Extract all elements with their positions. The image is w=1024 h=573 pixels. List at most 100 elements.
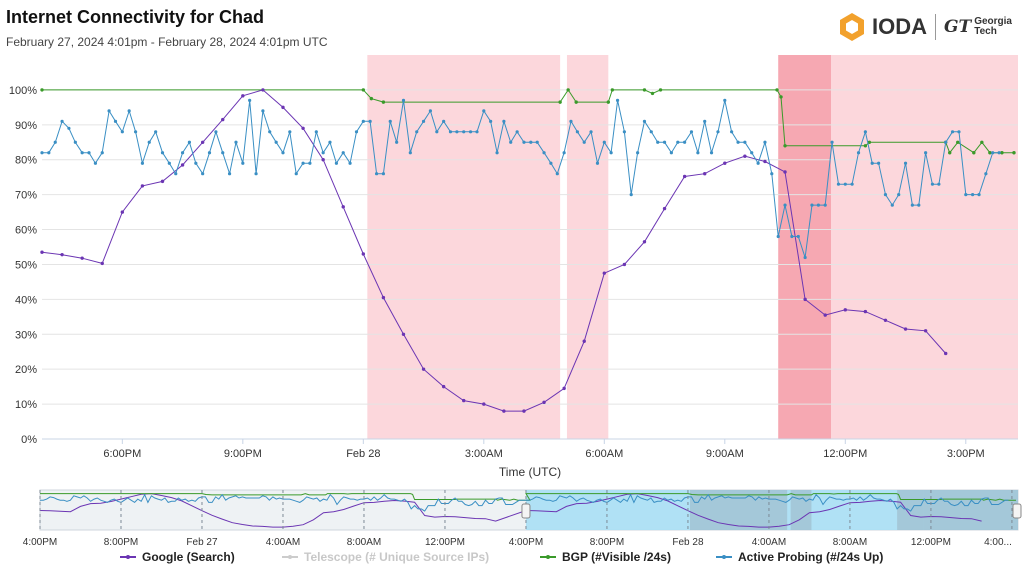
navigator-series-google	[39, 493, 982, 528]
data-point-active_probing	[877, 161, 881, 165]
data-point-active_probing	[716, 130, 720, 134]
data-point-active_probing	[120, 130, 124, 134]
data-point-active_probing	[549, 161, 553, 165]
data-point-active_probing	[421, 119, 426, 123]
data-point-google	[462, 398, 466, 403]
legend-item-active-probing[interactable]: Active Probing (#/24s Up)	[716, 550, 883, 564]
data-point-google	[241, 94, 245, 98]
data-point-google	[783, 170, 787, 174]
data-point-active_probing	[589, 130, 593, 134]
y-tick-label: 50%	[15, 259, 37, 271]
data-point-google	[703, 171, 707, 176]
ioda-logo-text: IODA	[872, 14, 928, 39]
data-point-google	[923, 329, 928, 333]
data-point-google	[562, 386, 566, 391]
legend-label-bgp: BGP (#Visible /24s)	[562, 550, 671, 564]
data-point-active_probing	[709, 151, 714, 155]
data-point-active_probing	[167, 161, 171, 165]
data-point-active_probing	[227, 172, 232, 176]
grid-lines: 0% 10% 20% 30% 40% 50% 60% 70% 80% 90% 100% 6:00PM 9…	[9, 85, 1018, 460]
data-point-google	[301, 126, 305, 131]
data-point-active_probing	[374, 172, 379, 176]
legend-item-telescope[interactable]: Telescope (# Unique Source IPs)	[282, 550, 489, 564]
data-point-google	[743, 154, 747, 158]
data-point-active_probing	[736, 140, 740, 144]
data-point-bgp	[558, 100, 562, 104]
data-point-active_probing	[321, 151, 325, 155]
data-point-google	[381, 295, 386, 300]
data-point-google	[883, 318, 888, 323]
y-tick-label: 80%	[15, 155, 37, 167]
data-point-active_probing	[957, 130, 961, 134]
data-point-active_probing	[830, 140, 834, 144]
data-point-google	[944, 351, 948, 356]
x-tick-label: 9:00PM	[224, 448, 262, 460]
georgia-tech-line2: Tech	[974, 26, 997, 37]
data-point-active_probing	[971, 193, 975, 197]
navigator-handle-right[interactable]	[1012, 503, 1022, 519]
data-point-active_probing	[991, 151, 995, 155]
data-point-active_probing	[783, 203, 787, 207]
data-point-active_probing	[388, 119, 392, 123]
data-point-active_probing	[696, 151, 700, 155]
data-point-google	[502, 409, 506, 413]
legend-item-google[interactable]: Google (Search)	[120, 550, 235, 564]
data-point-active_probing	[314, 130, 318, 134]
data-point-bgp	[658, 88, 663, 92]
x-tick-label: Feb 28	[346, 448, 380, 460]
signals-chart[interactable]: 0% 10% 20% 30% 40% 50% 60% 70% 80% 90% 100% 6:00PM 9…	[0, 55, 1024, 485]
data-point-google	[140, 184, 145, 188]
data-point-active_probing	[609, 151, 613, 155]
navigator-handle-left[interactable]	[521, 503, 531, 519]
data-point-active_probing	[60, 119, 64, 123]
data-point-active_probing	[301, 161, 305, 165]
data-point-google	[863, 309, 868, 314]
navigator-tick-label: 12:00PM	[911, 537, 951, 548]
time-navigator[interactable]: 4:00PM 8:00PM Feb 27 4:00AM 8:00AM 12:00PM 4:0…	[0, 486, 1024, 548]
data-point-google	[522, 409, 526, 413]
data-point-active_probing	[683, 140, 687, 144]
data-point-active_probing	[870, 161, 874, 165]
data-point-active_probing	[723, 98, 727, 102]
y-tick-label: 20%	[15, 364, 37, 376]
data-point-active_probing	[883, 193, 888, 197]
data-point-active_probing	[455, 130, 459, 134]
data-point-active_probing	[40, 151, 44, 155]
data-point-active_probing	[288, 130, 292, 134]
outage-bands	[367, 55, 1018, 439]
data-point-google	[682, 174, 687, 179]
x-tick-label: 3:00AM	[465, 448, 503, 460]
data-point-google	[341, 205, 345, 209]
y-tick-label: 70%	[15, 190, 37, 202]
x-tick-label: 6:00PM	[103, 448, 141, 460]
data-point-active_probing	[595, 161, 600, 165]
data-point-active_probing	[133, 130, 138, 134]
data-point-active_probing	[850, 182, 854, 186]
legend-item-bgp[interactable]: BGP (#Visible /24s)	[540, 550, 671, 564]
data-point-google	[441, 384, 446, 389]
navigator-tick-label: 8:00PM	[104, 537, 138, 548]
data-point-active_probing	[214, 130, 218, 134]
georgia-tech-mark: GT	[944, 17, 972, 37]
data-point-active_probing	[763, 140, 767, 144]
data-point-active_probing	[897, 193, 901, 197]
data-point-active_probing	[308, 161, 312, 165]
data-point-active_probing	[160, 151, 165, 155]
data-point-active_probing	[187, 140, 192, 144]
ioda-logo: IODA GT Georgia Tech	[838, 10, 1012, 44]
data-point-active_probing	[328, 140, 332, 144]
data-point-active_probing	[703, 119, 707, 123]
data-point-google	[261, 88, 265, 92]
data-point-active_probing	[662, 140, 667, 144]
data-point-active_probing	[903, 161, 908, 165]
data-point-active_probing	[997, 151, 1001, 155]
data-point-google	[80, 256, 84, 260]
data-point-google	[221, 117, 225, 122]
data-point-active_probing	[555, 172, 559, 176]
data-point-active_probing	[428, 109, 432, 113]
data-point-active_probing	[776, 234, 780, 239]
data-point-active_probing	[602, 140, 606, 144]
data-point-active_probing	[87, 151, 91, 155]
data-point-active_probing	[274, 140, 278, 144]
data-point-google	[662, 206, 667, 211]
